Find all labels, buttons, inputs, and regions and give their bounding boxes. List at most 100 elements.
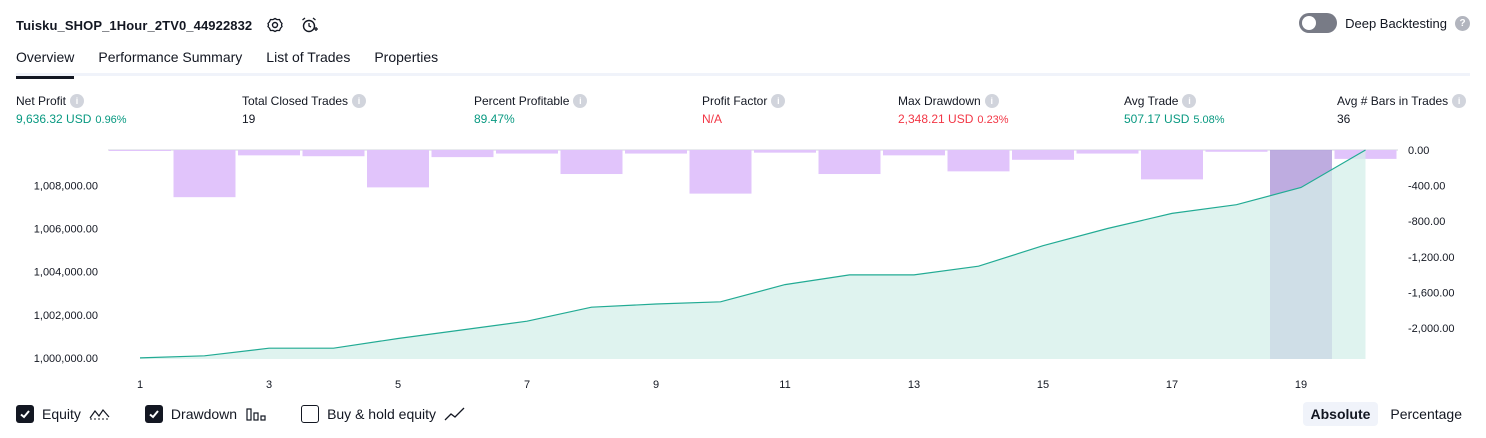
deep-backtesting-label: Deep Backtesting xyxy=(1345,15,1447,31)
metric-percent: 5.08% xyxy=(1193,114,1225,126)
info-icon[interactable]: i xyxy=(984,94,999,108)
right-tick-label: -1,600.00 xyxy=(1408,287,1454,299)
buy-hold-label: Buy & hold equity xyxy=(327,406,437,422)
drawdown-bar xyxy=(1076,150,1139,154)
info-icon[interactable]: i xyxy=(352,94,367,108)
info-icon[interactable]: i xyxy=(1182,94,1197,108)
deep-backtesting: Deep Backtesting ? xyxy=(1299,13,1470,33)
drawdown-bar xyxy=(689,150,752,194)
drawdown-bars-icon xyxy=(245,406,267,422)
info-icon[interactable]: i xyxy=(1452,94,1467,108)
tab-properties[interactable]: Properties xyxy=(374,49,439,65)
buy-hold-checkbox[interactable] xyxy=(301,405,320,423)
chart-footer: Equity Drawdown Buy & hold equity Absolu… xyxy=(16,402,1470,426)
mode-switch: Absolute Percentage xyxy=(1302,402,1471,426)
x-tick-label: 15 xyxy=(1037,379,1049,391)
strategy-title: Tuisku_SHOP_1Hour_2TV0_44922832 xyxy=(16,17,253,33)
metric-value: 36 xyxy=(1337,112,1351,126)
drawdown-bar xyxy=(947,150,1010,172)
absolute-button[interactable]: Absolute xyxy=(1302,402,1379,426)
info-icon[interactable]: i xyxy=(573,94,588,108)
equity-checkbox[interactable] xyxy=(16,405,34,423)
tab-list-of-trades[interactable]: List of Trades xyxy=(266,49,351,65)
left-tick-label: 1,004,000.00 xyxy=(34,267,98,279)
x-tick-label: 9 xyxy=(653,379,659,391)
legend-drawdown[interactable]: Drawdown xyxy=(144,405,267,423)
x-tick-label: 7 xyxy=(524,379,530,391)
metric-value: N/A xyxy=(702,112,723,126)
metric-value: 19 xyxy=(242,112,256,126)
right-axis: 0.00 -400.00 -800.00 -1,200.00 -1,600.00 -2,0… xyxy=(1408,145,1454,335)
info-icon[interactable]: i xyxy=(70,94,85,108)
right-tick-label: -2,000.00 xyxy=(1408,323,1454,335)
equity-line xyxy=(139,149,1366,359)
drawdown-bar xyxy=(625,150,687,154)
strategy-header: Tuisku_SHOP_1Hour_2TV0_44922832 xyxy=(16,12,320,38)
toggle-knob xyxy=(1302,16,1317,30)
x-tick-label: 3 xyxy=(266,379,272,391)
legend-buy-hold[interactable]: Buy & hold equity xyxy=(301,405,466,423)
drawdown-bar xyxy=(496,150,558,154)
left-tick-label: 1,002,000.00 xyxy=(34,310,98,322)
metric-avg-trade: Avg Trade i 507.17 USD 5.08% xyxy=(1124,94,1225,126)
settings-gear-icon[interactable] xyxy=(264,14,286,36)
left-axis: 1,000,000.00 1,002,000.00 1,004,000.00 1,00… xyxy=(34,180,98,365)
metric-percent: 0.96% xyxy=(95,114,127,126)
right-tick-label: -1,200.00 xyxy=(1408,252,1454,264)
equity-drawdown-chart[interactable]: 1,000,000.00 1,002,000.00 1,004,000.00 1,00… xyxy=(0,140,1486,400)
x-tick-label: 5 xyxy=(395,379,401,391)
tab-bar: Overview Performance Summary List of Tra… xyxy=(16,46,1470,79)
metric-label: Max Drawdown xyxy=(898,94,981,108)
buy-hold-line-icon xyxy=(444,406,466,422)
drawdown-bar xyxy=(818,150,881,175)
right-tick-label: -800.00 xyxy=(1408,216,1445,228)
left-tick-label: 1,008,000.00 xyxy=(34,180,98,192)
drawdown-bar xyxy=(754,150,816,153)
x-tick-label: 17 xyxy=(1166,379,1178,391)
tab-performance-summary[interactable]: Performance Summary xyxy=(98,49,243,65)
metric-value: 2,348.21 USD xyxy=(898,112,974,126)
legend-equity[interactable]: Equity xyxy=(16,405,111,423)
metric-value: 9,636.32 USD xyxy=(16,112,92,126)
tab-overview[interactable]: Overview xyxy=(16,46,75,79)
help-icon[interactable]: ? xyxy=(1455,15,1470,31)
drawdown-checkbox[interactable] xyxy=(144,405,163,423)
equity-area xyxy=(140,150,1366,359)
metric-value: 89.47% xyxy=(474,112,515,126)
right-tick-label: -400.00 xyxy=(1408,181,1445,193)
metrics-row: Net Profit i 9,636.32 USD 0.96% Total Clos… xyxy=(16,94,1470,134)
metric-profit-factor: Profit Factor i N/A xyxy=(702,94,786,126)
drawdown-bar xyxy=(1012,150,1074,160)
left-tick-label: 1,000,000.00 xyxy=(34,353,98,365)
metric-total-closed-trades: Total Closed Trades i 19 xyxy=(242,94,367,126)
info-icon[interactable]: i xyxy=(771,94,786,108)
drawdown-bar xyxy=(560,150,623,175)
x-tick-label: 13 xyxy=(908,379,920,391)
equity-line-icon xyxy=(89,406,111,422)
metric-label: Profit Factor xyxy=(702,94,768,108)
metric-value: 507.17 USD xyxy=(1124,112,1190,126)
drawdown-bar xyxy=(302,150,365,157)
equity-label: Equity xyxy=(42,406,81,422)
metric-percent-profitable: Percent Profitable i 89.47% xyxy=(474,94,588,126)
deep-backtesting-toggle[interactable] xyxy=(1299,13,1338,33)
metric-avg-bars-in-trades: Avg # Bars in Trades i 36 xyxy=(1337,94,1467,126)
drawdown-bar xyxy=(883,150,945,156)
drawdown-label: Drawdown xyxy=(170,406,238,422)
metric-label: Avg # Bars in Trades xyxy=(1337,94,1449,108)
drawdown-bar xyxy=(431,150,494,158)
drawdown-bar xyxy=(109,150,171,151)
drawdown-bar xyxy=(1205,150,1268,152)
x-tick-label: 1 xyxy=(137,379,143,391)
metric-percent: 0.23% xyxy=(977,114,1009,126)
drawdown-bar xyxy=(1141,150,1203,180)
percentage-button[interactable]: Percentage xyxy=(1390,406,1462,422)
drawdown-bar xyxy=(238,150,300,156)
metric-max-drawdown: Max Drawdown i 2,348.21 USD 0.23% xyxy=(898,94,1009,126)
metric-label: Avg Trade xyxy=(1124,94,1179,108)
alarm-add-icon[interactable] xyxy=(298,14,320,36)
x-tick-label: 11 xyxy=(779,379,790,391)
drawdown-bar xyxy=(367,150,429,188)
right-tick-label: 0.00 xyxy=(1408,145,1429,157)
left-tick-label: 1,006,000.00 xyxy=(34,223,98,235)
